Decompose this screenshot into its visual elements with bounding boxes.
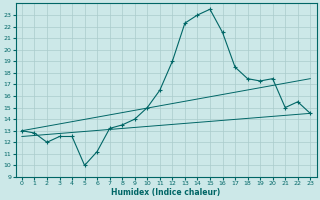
X-axis label: Humidex (Indice chaleur): Humidex (Indice chaleur) — [111, 188, 221, 197]
